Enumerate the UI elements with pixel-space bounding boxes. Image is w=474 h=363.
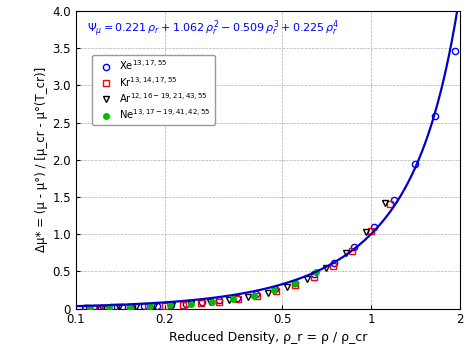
Y-axis label: Δμ* = (μ - μ°) / [μ_cr - μ°(T_cr)]: Δμ* = (μ - μ°) / [μ_cr - μ°(T_cr)]	[35, 67, 48, 252]
X-axis label: Reduced Density, ρ_r = ρ / ρ_cr: Reduced Density, ρ_r = ρ / ρ_cr	[169, 331, 367, 343]
Text: $\Psi_\mu = 0.221\,\rho_r + 1.062\,\rho_r^2 - 0.509\,\rho_r^3 + 0.225\,\rho_r^4$: $\Psi_\mu = 0.221\,\rho_r + 1.062\,\rho_…	[87, 18, 340, 39]
Legend: Xe$^{13,17,55}$, Kr$^{13,14,17,55}$, Ar$^{12,16-19,21,43,55}$, Ne$^{13,17-19,41,: Xe$^{13,17,55}$, Kr$^{13,14,17,55}$, Ar$…	[92, 54, 215, 125]
